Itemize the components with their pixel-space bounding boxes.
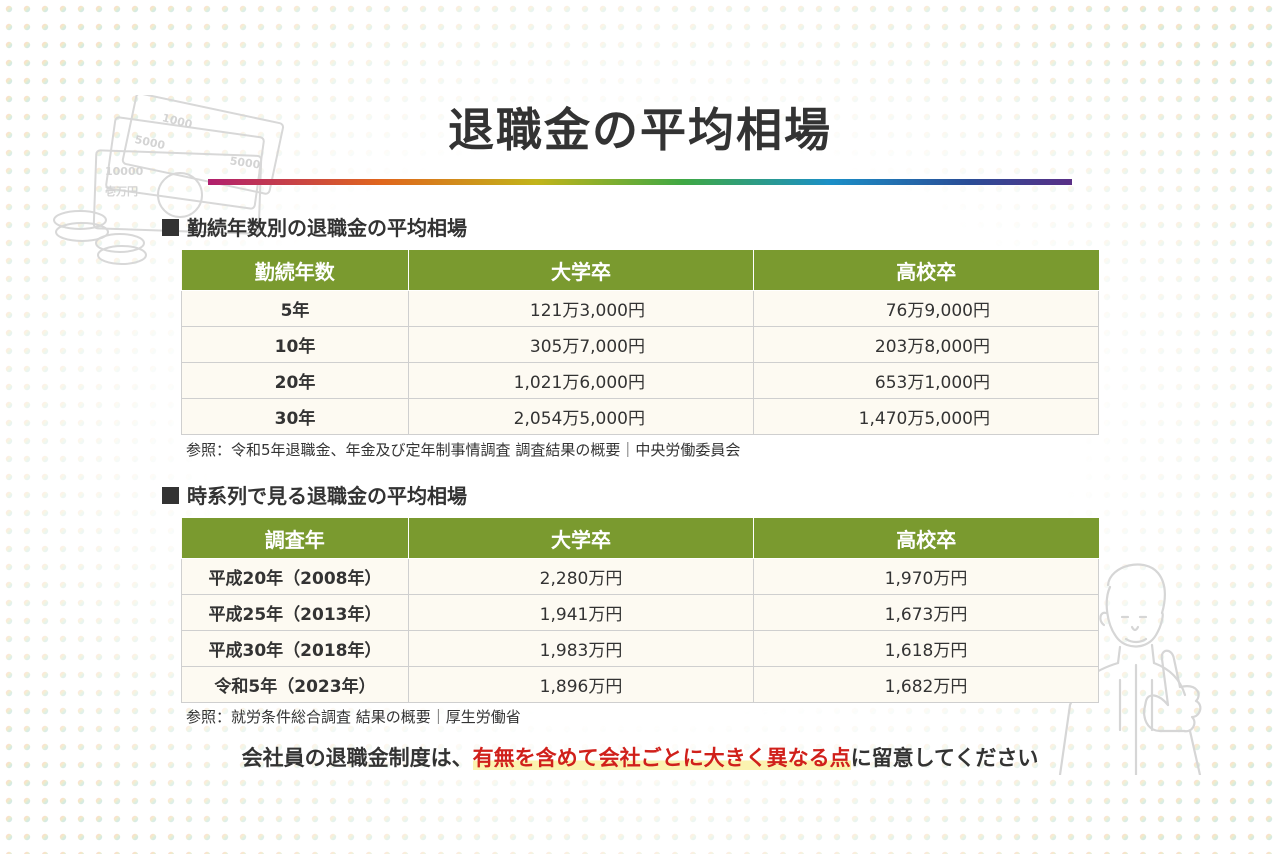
retirement-by-year-table: 調査年 大学卒 高校卒 平成20年（2008年） 2,280万円 1,970万円…	[181, 518, 1099, 703]
university-value: 1,941万円	[408, 594, 754, 631]
title-gradient-bar	[208, 179, 1072, 185]
square-bullet-icon	[162, 487, 179, 504]
table-header-row: 勤続年数 大学卒 高校卒	[181, 250, 1099, 291]
university-value: 2,054万5,000円	[408, 398, 754, 435]
row-label: 平成20年（2008年）	[181, 558, 409, 595]
retirement-by-years-table: 勤続年数 大学卒 高校卒 5年 121万3,000円 76万9,000円 10年…	[181, 250, 1099, 435]
highschool-value: 1,673万円	[753, 594, 1099, 631]
highschool-value: 1,682万円	[753, 666, 1099, 703]
source-note: 参照：令和5年退職金、年金及び定年制事情調査 調査結果の概要｜中央労働委員会	[186, 441, 741, 459]
row-label: 平成25年（2013年）	[181, 594, 409, 631]
table-row: 平成20年（2008年） 2,280万円 1,970万円	[181, 558, 1099, 595]
table-row: 令和5年（2023年） 1,896万円 1,682万円	[181, 666, 1099, 703]
highschool-value: 1,470万5,000円	[753, 398, 1099, 435]
university-value: 1,983万円	[408, 630, 754, 667]
banknote-caption: 壱万円	[105, 184, 138, 198]
table-row: 10年 305万7,000円 203万8,000円	[181, 326, 1099, 363]
row-label: 30年	[181, 398, 409, 435]
banknote-value: 5000	[134, 133, 167, 152]
source-note: 参照：就労条件総合調査 結果の概要｜厚生労働省	[186, 708, 521, 726]
row-label: 5年	[181, 290, 409, 327]
university-value: 1,896万円	[408, 666, 754, 703]
section-heading-text: 時系列で見る退職金の平均相場	[187, 484, 467, 508]
column-header: 高校卒	[753, 518, 1099, 559]
page-title: 退職金の平均相場	[448, 103, 832, 157]
row-label: 20年	[181, 362, 409, 399]
highschool-value: 203万8,000円	[753, 326, 1099, 363]
column-header: 勤続年数	[181, 250, 409, 291]
highschool-value: 76万9,000円	[753, 290, 1099, 327]
column-header: 大学卒	[408, 518, 754, 559]
row-label: 10年	[181, 326, 409, 363]
section-heading: 時系列で見る退職金の平均相場	[162, 483, 467, 509]
footer-text-after: に留意してください	[850, 746, 1039, 770]
section-heading-text: 勤続年数別の退職金の平均相場	[187, 216, 467, 240]
highschool-value: 1,618万円	[753, 630, 1099, 667]
square-bullet-icon	[162, 219, 179, 236]
table-row: 平成30年（2018年） 1,983万円 1,618万円	[181, 630, 1099, 667]
table-row: 5年 121万3,000円 76万9,000円	[181, 290, 1099, 327]
footer-text-before: 会社員の退職金制度は、	[241, 746, 473, 770]
table-row: 平成25年（2013年） 1,941万円 1,673万円	[181, 594, 1099, 631]
row-label: 令和5年（2023年）	[181, 666, 409, 703]
university-value: 1,021万6,000円	[408, 362, 754, 399]
highschool-value: 653万1,000円	[753, 362, 1099, 399]
university-value: 121万3,000円	[408, 290, 754, 327]
section-heading: 勤続年数別の退職金の平均相場	[162, 215, 467, 241]
row-label: 平成30年（2018年）	[181, 630, 409, 667]
money-bills-icon: 5000 1000 10000 5000 壱万円	[53, 95, 285, 265]
banknote-value: 10000	[105, 165, 144, 178]
table-row: 30年 2,054万5,000円 1,470万5,000円	[181, 398, 1099, 435]
column-header: 高校卒	[753, 250, 1099, 291]
table-header-row: 調査年 大学卒 高校卒	[181, 518, 1099, 559]
table-row: 20年 1,021万6,000円 653万1,000円	[181, 362, 1099, 399]
university-value: 305万7,000円	[408, 326, 754, 363]
university-value: 2,280万円	[408, 558, 754, 595]
column-header: 大学卒	[408, 250, 754, 291]
footer-highlight: 有無を含めて会社ごとに大きく異なる点	[472, 746, 851, 770]
thumbs-up-man-icon	[1058, 563, 1202, 775]
banknote-value: 5000	[229, 154, 261, 171]
column-header: 調査年	[181, 518, 409, 559]
highschool-value: 1,970万円	[753, 558, 1099, 595]
footer-notice: 会社員の退職金制度は、有無を含めて会社ごとに大きく異なる点に留意してください	[0, 742, 1280, 774]
